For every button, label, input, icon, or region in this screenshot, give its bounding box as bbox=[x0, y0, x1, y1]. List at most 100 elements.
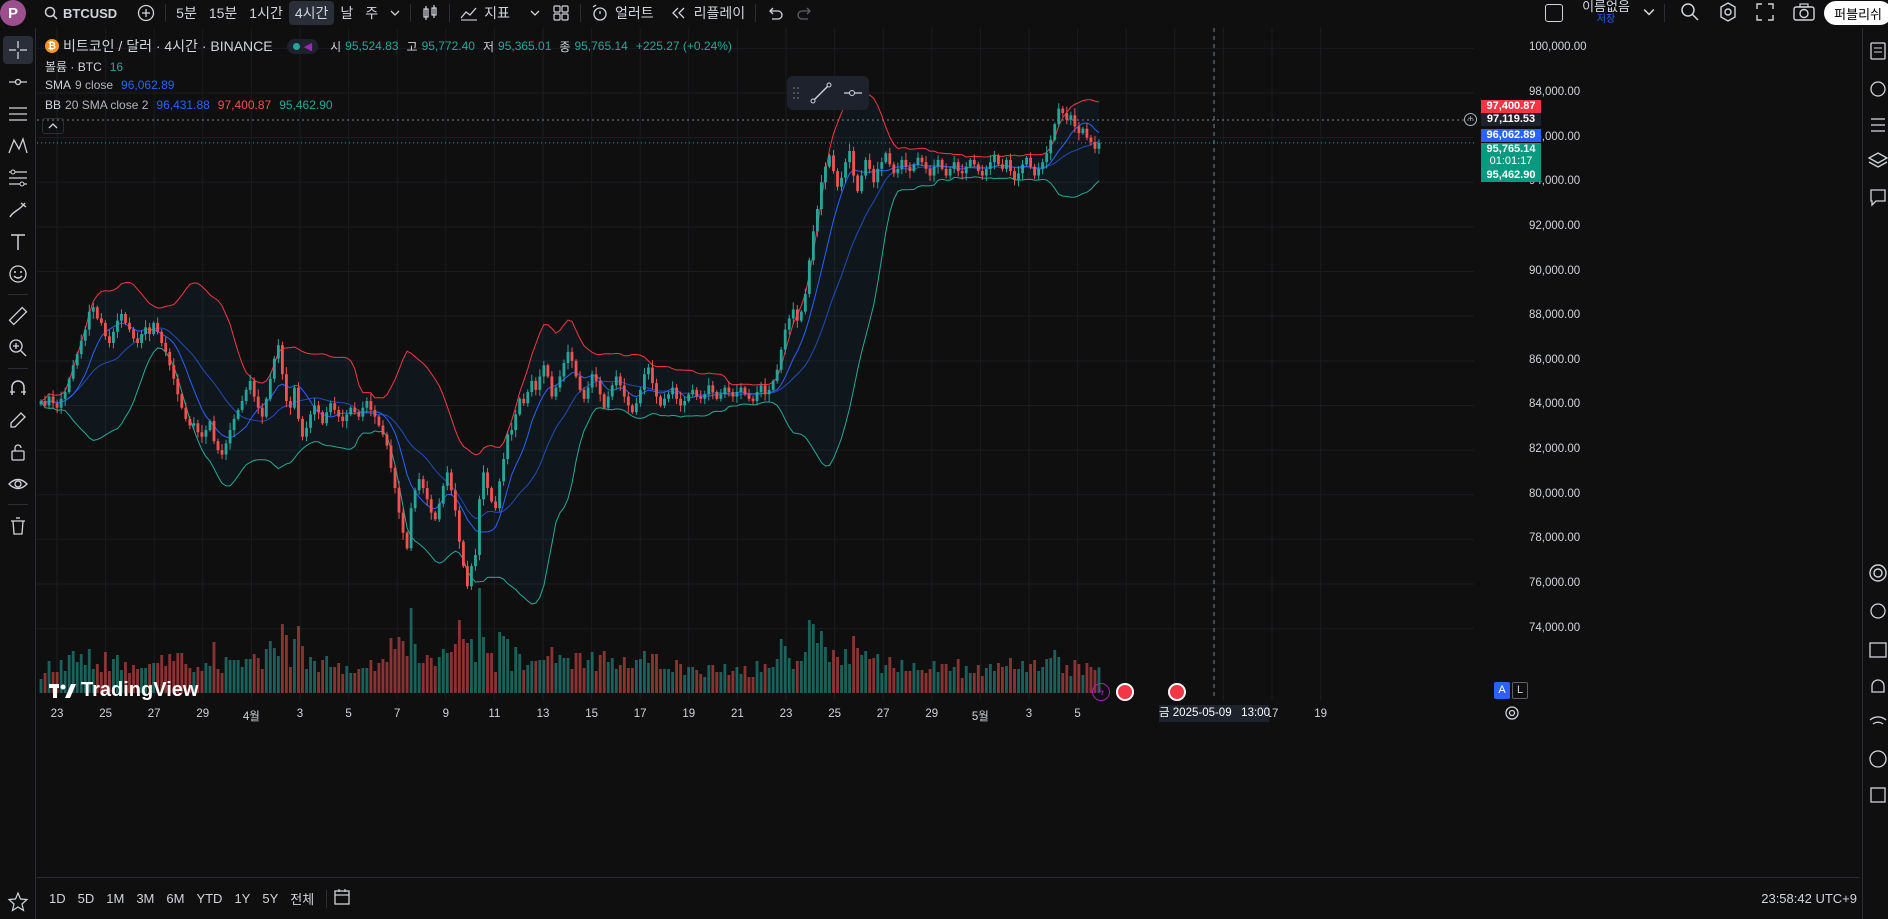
layers-icon[interactable] bbox=[1867, 150, 1888, 172]
range-1d[interactable]: 1D bbox=[49, 891, 66, 906]
stream-icon[interactable] bbox=[1867, 712, 1888, 734]
event-marker-us-economic[interactable] bbox=[1116, 683, 1134, 701]
log-scale-toggle[interactable]: L bbox=[1512, 682, 1528, 699]
time-tick-label: 9 bbox=[442, 708, 449, 720]
magnet-tool[interactable] bbox=[3, 374, 33, 402]
time-axis[interactable]: 232527294월3579111315171921232527295월3513… bbox=[37, 702, 1474, 726]
publish-button[interactable]: 퍼블리쉬 bbox=[1824, 1, 1888, 25]
compare-symbol-button[interactable] bbox=[131, 0, 161, 26]
crosshair-price-label: 97,119.53 bbox=[1481, 113, 1541, 126]
time-axis-settings-button[interactable] bbox=[1504, 705, 1520, 724]
volume-bar bbox=[530, 661, 534, 693]
drag-handle-icon[interactable] bbox=[792, 86, 800, 100]
text-tool[interactable] bbox=[3, 228, 33, 256]
interval-5m[interactable]: 5분 bbox=[176, 5, 197, 21]
trend-line-icon[interactable] bbox=[810, 82, 832, 104]
user-avatar[interactable]: P bbox=[0, 0, 26, 26]
candle-body bbox=[417, 479, 421, 491]
crosshair-tool[interactable] bbox=[3, 36, 33, 64]
interval-1d[interactable]: 날 bbox=[340, 5, 354, 21]
interval-15m[interactable]: 15분 bbox=[208, 5, 238, 21]
symbol-search[interactable]: BTCUSD bbox=[38, 0, 123, 26]
price-axis[interactable]: 100,000.00 98,000.00 96,000.00 94,000.00 92,… bbox=[1474, 28, 1859, 698]
range-3m[interactable]: 3M bbox=[136, 891, 155, 906]
chart-pane[interactable]: ₿ 비트코인 / 달러 · 4시간 · BINANCE ◀ 시 95,524.83… bbox=[37, 28, 1859, 875]
volume-bar bbox=[365, 668, 369, 693]
candle-body bbox=[671, 387, 674, 395]
range-5y[interactable]: 5Y bbox=[262, 891, 279, 906]
market-status[interactable]: ◀ bbox=[286, 38, 319, 54]
sma-legend[interactable]: SMA 9 close 96,062.89 bbox=[45, 78, 174, 92]
price-tick-label: 84,000.00 bbox=[1529, 398, 1581, 411]
event-marker-us-economic[interactable] bbox=[1168, 683, 1186, 701]
candle-body bbox=[309, 414, 312, 428]
watchlist-icon[interactable] bbox=[1867, 40, 1888, 62]
alerts-icon[interactable] bbox=[1867, 78, 1888, 100]
ideas-icon[interactable] bbox=[1867, 600, 1888, 622]
calendar-icon[interactable] bbox=[1867, 638, 1888, 660]
snapshot-button[interactable] bbox=[1793, 3, 1815, 24]
undo-button[interactable] bbox=[760, 0, 790, 26]
timezone-clock[interactable]: 23:58:42 UTC+9 bbox=[1761, 891, 1857, 906]
trendline-tool[interactable] bbox=[3, 68, 33, 96]
interval-1h[interactable]: 1시간 bbox=[249, 5, 283, 21]
candle-body bbox=[695, 389, 699, 397]
volume-legend[interactable]: 볼륨 · BTC 16 bbox=[45, 58, 123, 75]
forecast-tool[interactable] bbox=[3, 164, 33, 192]
alert-button[interactable]: 얼러트 bbox=[585, 0, 660, 26]
bb-legend[interactable]: BB 20 SMA close 2 96,431.88 97,400.87 95… bbox=[45, 98, 333, 112]
go-to-date-button[interactable] bbox=[333, 888, 351, 909]
range-ytd[interactable]: YTD bbox=[196, 891, 223, 906]
fullscreen-button[interactable] bbox=[1756, 3, 1774, 24]
price-chart[interactable] bbox=[37, 28, 1859, 875]
zoom-tool[interactable] bbox=[3, 334, 33, 362]
add-alert-button[interactable]: + bbox=[1464, 113, 1477, 126]
layout-name-button[interactable]: 이름없음 저장 bbox=[1578, 0, 1634, 26]
horizontal-ray-icon[interactable] bbox=[842, 82, 864, 104]
chart-type-button[interactable] bbox=[415, 0, 445, 26]
layout-dropdown[interactable] bbox=[1643, 6, 1655, 21]
replay-button[interactable]: 리플레이 bbox=[664, 0, 752, 26]
volume-bar bbox=[594, 671, 598, 693]
tradingview-logo[interactable]: TradingView bbox=[49, 679, 198, 702]
settings-button[interactable] bbox=[1718, 2, 1738, 25]
hotlist-icon[interactable] bbox=[1867, 784, 1888, 806]
fib-tool[interactable] bbox=[3, 100, 33, 128]
indicators-dropdown[interactable] bbox=[524, 0, 546, 26]
redo-button[interactable] bbox=[790, 0, 820, 26]
range-6m[interactable]: 6M bbox=[166, 891, 185, 906]
symbol-legend[interactable]: ₿ 비트코인 / 달러 · 4시간 · BINANCE ◀ 시 95,524.83… bbox=[45, 36, 732, 56]
range-1m[interactable]: 1M bbox=[106, 891, 125, 906]
event-marker-dividend[interactable]: ϟ bbox=[1092, 683, 1110, 701]
auto-scale-toggle[interactable]: A bbox=[1494, 682, 1510, 699]
help-icon[interactable] bbox=[1867, 748, 1888, 770]
interval-1w[interactable]: 주 bbox=[365, 5, 379, 21]
volume-bar bbox=[389, 638, 393, 693]
hide-drawings[interactable] bbox=[3, 470, 33, 498]
favorites-tool[interactable] bbox=[3, 888, 33, 916]
interval-4h[interactable]: 4시간 bbox=[288, 1, 335, 25]
target-icon[interactable] bbox=[1867, 562, 1888, 584]
stay-in-drawing-mode[interactable] bbox=[3, 406, 33, 434]
brush-tool[interactable] bbox=[3, 196, 33, 224]
emoji-tool[interactable] bbox=[3, 260, 33, 288]
measure-tool[interactable] bbox=[3, 302, 33, 330]
remove-drawings[interactable] bbox=[3, 512, 33, 540]
collapse-legend-button[interactable] bbox=[42, 118, 64, 134]
range-1y[interactable]: 1Y bbox=[234, 891, 251, 906]
notifications-icon[interactable] bbox=[1867, 676, 1888, 698]
indicators-button[interactable]: 지표 bbox=[454, 0, 516, 26]
volume-bar bbox=[630, 668, 634, 693]
chat-icon[interactable] bbox=[1867, 186, 1888, 208]
details-icon[interactable] bbox=[1867, 114, 1888, 136]
range-all[interactable]: 전체 bbox=[290, 892, 315, 907]
lock-drawings[interactable] bbox=[3, 438, 33, 466]
interval-dropdown[interactable] bbox=[384, 0, 406, 26]
templates-button[interactable] bbox=[546, 0, 576, 26]
volume-bar bbox=[353, 673, 357, 693]
pattern-tool[interactable] bbox=[3, 132, 33, 160]
volume-bar bbox=[731, 671, 735, 693]
range-5d[interactable]: 5D bbox=[77, 891, 95, 906]
layout-checkbox[interactable] bbox=[1545, 4, 1563, 22]
quick-search-button[interactable] bbox=[1680, 2, 1700, 25]
